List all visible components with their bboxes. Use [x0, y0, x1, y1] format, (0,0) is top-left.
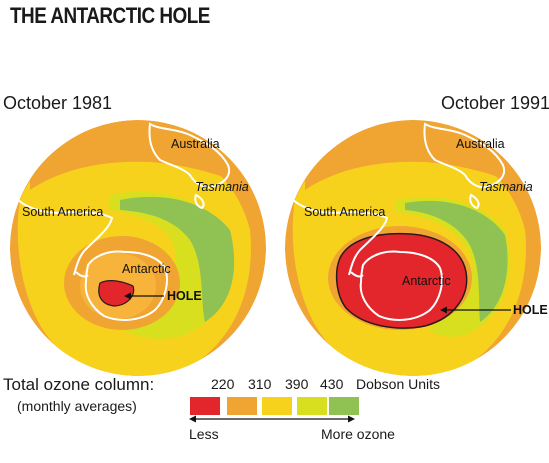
legend-swatch: [329, 397, 359, 415]
ozone-map-1991: Australia Tasmania South America Antarct…: [285, 120, 548, 376]
label-south-america-1981: South America: [22, 205, 103, 219]
legend-tick: 390: [285, 376, 309, 392]
legend-swatch: [262, 397, 292, 415]
label-south-america-1991: South America: [304, 205, 385, 219]
label-hole-1991: HOLE: [513, 303, 548, 317]
page-title: THE ANTARCTIC HOLE: [10, 3, 210, 28]
map-date-1991: October 1991: [441, 93, 549, 113]
label-australia-1981: Australia: [171, 137, 220, 151]
legend-less-label: Less: [189, 426, 219, 442]
legend-swatch: [190, 397, 220, 415]
ozone-map-1981: Australia Tasmania South America Antarct…: [10, 120, 266, 376]
label-tasmania-1981: Tasmania: [195, 180, 249, 194]
label-antarctic-1991: Antarctic: [402, 274, 451, 288]
label-antarctic-1981: Antarctic: [122, 262, 171, 276]
legend-more-label: More ozone: [321, 426, 395, 442]
label-australia-1991: Australia: [456, 137, 505, 151]
label-hole-1981: HOLE: [167, 289, 202, 303]
label-tasmania-1991: Tasmania: [479, 180, 533, 194]
legend-swatch: [297, 397, 327, 415]
legend-tick: 430: [320, 376, 344, 392]
legend-swatch: [227, 397, 257, 415]
map-date-1981: October 1981: [3, 93, 113, 113]
legend-title: Total ozone column:: [3, 375, 155, 394]
legend-tick: 220: [211, 376, 235, 392]
legend-units: Dobson Units: [356, 376, 441, 392]
legend-tick: 310: [248, 376, 272, 392]
legend-subtitle: (monthly averages): [17, 398, 137, 414]
legend-arrow: [189, 415, 355, 423]
